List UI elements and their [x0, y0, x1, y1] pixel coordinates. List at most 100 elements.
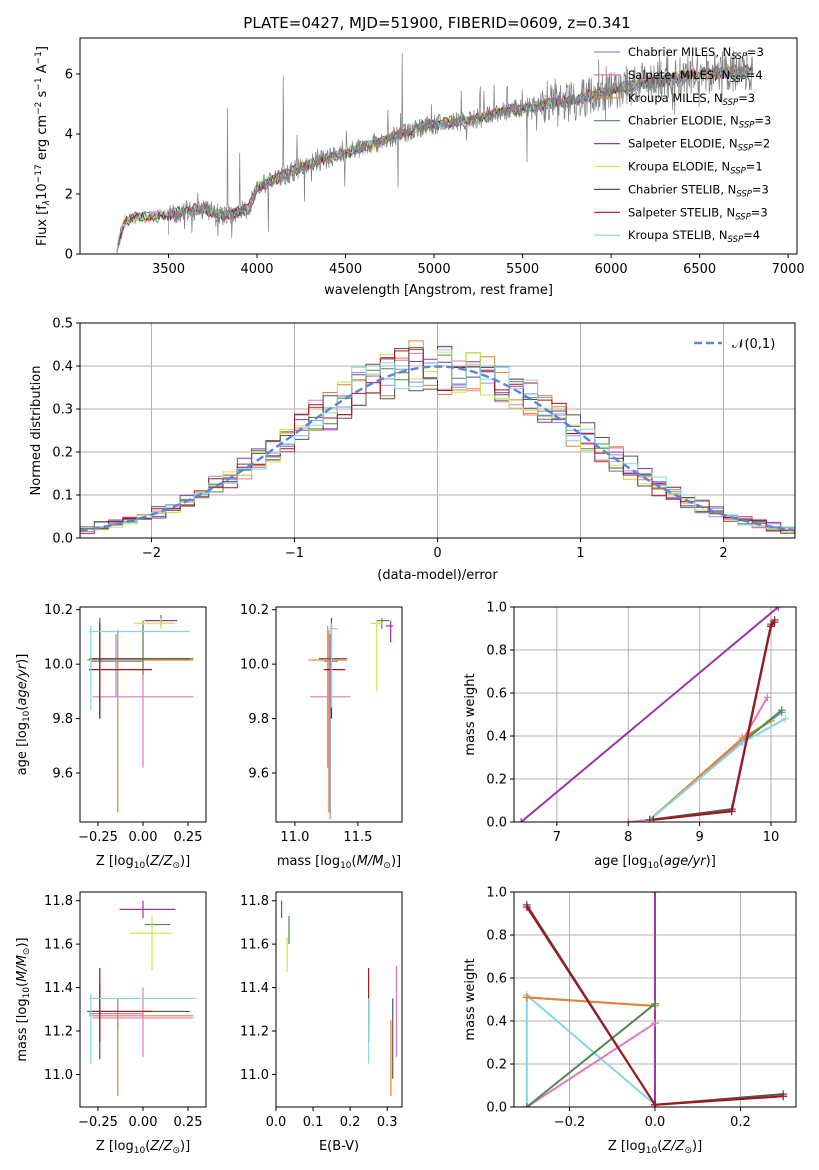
mass-weight-marker: [651, 999, 659, 1008]
error-bar-point: [310, 626, 351, 768]
mass-weight-marker: [517, 818, 526, 822]
y-tick-label: 0.2: [486, 773, 507, 788]
y-tick-label: 11.6: [240, 938, 269, 953]
y-tick-label: 11.8: [44, 894, 73, 909]
y-tick-label: 0.8: [486, 929, 507, 944]
x-tick-label: 6000: [595, 262, 628, 277]
legend-entry: Chabrier MILES, NSSP=3: [628, 45, 764, 62]
normal-curve: [80, 365, 795, 532]
mass-weight-line: [653, 621, 776, 821]
spectrum-legend: Chabrier MILES, NSSP=3 Salpeter MILES, NS…: [594, 45, 771, 245]
y-tick-label: 0: [65, 248, 73, 263]
axes-frame: [79, 606, 207, 823]
x-axis-label: Z [log10(Z/Z⊙)]: [96, 854, 190, 871]
axes-frame: [513, 606, 797, 823]
mass-weight-line: [648, 717, 786, 821]
residual-histogram: [80, 348, 795, 532]
x-tick-label: 4000: [240, 262, 273, 277]
y-tick-label: 0.4: [52, 360, 73, 375]
x-tick-label: 0.0: [645, 1115, 666, 1130]
y-axis-label: Normed distribution: [29, 366, 44, 496]
x-tick-label: 0.00: [129, 830, 158, 845]
x-tick-label: −0.25: [78, 830, 118, 845]
mass_vs_Z-panel: −0.25 0.00 0.25 11.0 11.2 11.4 11.6 11.8 Z [log1…: [15, 891, 207, 1156]
mass-weight-marker: [774, 607, 783, 611]
x-axis-label: Z [log10(Z/Z⊙)]: [96, 1139, 190, 1156]
error-bar-point: [89, 998, 194, 1097]
mass-weight-marker: [727, 807, 736, 816]
mass-weight-marker: [763, 693, 772, 702]
residuals-panel: −2 −1 0 1 2 0.0 0.1 0.2 0.3 0.4 0.5 𝒩(0,1) (data-mod…: [29, 317, 796, 583]
error-bar-point: [89, 617, 190, 719]
x-tick-label: −1: [285, 546, 304, 561]
y-tick-label: 11.8: [240, 894, 269, 909]
x-tick-label: 11.0: [280, 830, 309, 845]
age_vs_Z-panel: −0.25 0.00 0.25 9.6 9.8 10.0 10.2 Z [log10(Z/Z⊙…: [15, 603, 207, 871]
mass-weight-marker: [651, 1100, 659, 1107]
y-tick-label: 0.8: [486, 644, 507, 659]
mass-weight-marker: [651, 1019, 659, 1028]
axes-frame: [79, 37, 798, 255]
mass-weight-marker: [522, 993, 531, 1002]
mass-weight-marker: [770, 618, 779, 627]
y-tick-label: 10.2: [240, 603, 269, 618]
mass-weight-line: [525, 993, 656, 1107]
y-axis-label: mass weight: [463, 673, 478, 755]
error-bar-point: [328, 623, 338, 708]
x-tick-label: 3500: [152, 262, 185, 277]
y-tick-label: 11.2: [240, 1024, 269, 1039]
y-tick-label: 9.8: [248, 712, 269, 727]
legend-entry: Chabrier ELODIE, NSSP=3: [628, 114, 771, 131]
y-tick-label: 11.2: [44, 1024, 73, 1039]
axes-frame: [275, 891, 403, 1108]
y-tick-label: 10.0: [240, 658, 269, 673]
figure-title: PLATE=0427, MJD=51900, FIBERID=0609, z=0…: [243, 14, 630, 32]
y-axis-label: age [log10(age/yr)]: [15, 654, 32, 776]
y-tick-label: 0.2: [52, 446, 73, 461]
mass-weight-line: [526, 996, 656, 1007]
x-tick-label: 0.3: [377, 1115, 398, 1130]
x-tick-label: −2: [142, 546, 161, 561]
error-bar-point: [370, 620, 384, 692]
error-bar-point: [92, 620, 194, 676]
mass-weight-marker: [781, 714, 790, 723]
x-axis-label: (data-model)/error: [377, 568, 498, 583]
spectrum-panel: 3500 4000 4500 5000 5500 6000 6500 7000 0 2 4 6 Chab…: [34, 37, 805, 298]
mass-weight-marker: [522, 1103, 531, 1107]
y-tick-label: 11.4: [240, 981, 269, 996]
y-tick-label: 10.0: [44, 658, 73, 673]
x-axis-label: E(B-V): [319, 1139, 359, 1154]
x-tick-label: 0: [433, 546, 441, 561]
mass-weight-marker: [522, 903, 531, 912]
error-bar-point: [89, 994, 197, 1064]
x-tick-label: 5000: [418, 262, 451, 277]
error-bar-point: [89, 998, 143, 1029]
x-axis-label: mass [log10(M/M⊙)]: [277, 854, 401, 871]
y-tick-label: 0.4: [486, 1015, 507, 1030]
y-axis-label: Flux [fλ10−17 erg cm−2 s−1 A−1]: [34, 46, 52, 246]
legend-entry: Kroupa STELIB, NSSP=4: [628, 228, 760, 245]
x-tick-label: 0.1: [303, 1115, 324, 1130]
axes-frame: [513, 891, 797, 1108]
error-bar-point: [92, 987, 194, 1058]
mass_weight_vs_age-panel: 7 8 9 10 0.0 0.2 0.4 0.6 0.8 1.0 age [log10(age/yr…: [463, 601, 797, 871]
x-tick-label: −0.25: [78, 1115, 118, 1130]
x-tick-label: 8: [624, 830, 632, 845]
error-bar-point: [323, 634, 338, 820]
legend-entry: 𝒩(0,1): [732, 337, 775, 352]
x-tick-label: 7: [553, 830, 561, 845]
x-tick-label: 7000: [772, 262, 805, 277]
x-axis-label: age [log10(age/yr)]: [594, 854, 716, 871]
legend-entry: Salpeter ELODIE, NSSP=2: [628, 137, 770, 154]
y-axis-label: mass [log10(M/M⊙)]: [15, 937, 32, 1061]
x-tick-label: 4500: [329, 262, 362, 277]
y-tick-label: 0.3: [52, 403, 73, 418]
y-tick-label: 11.4: [44, 981, 73, 996]
y-tick-label: 9.6: [248, 767, 269, 782]
y-tick-label: 11.0: [44, 1068, 73, 1083]
y-tick-label: 6: [65, 68, 73, 83]
mass-weight-marker: [649, 815, 658, 822]
error-bar-point: [89, 626, 190, 711]
mass-weight-marker: [767, 622, 776, 631]
error-bar-point: [130, 915, 172, 971]
